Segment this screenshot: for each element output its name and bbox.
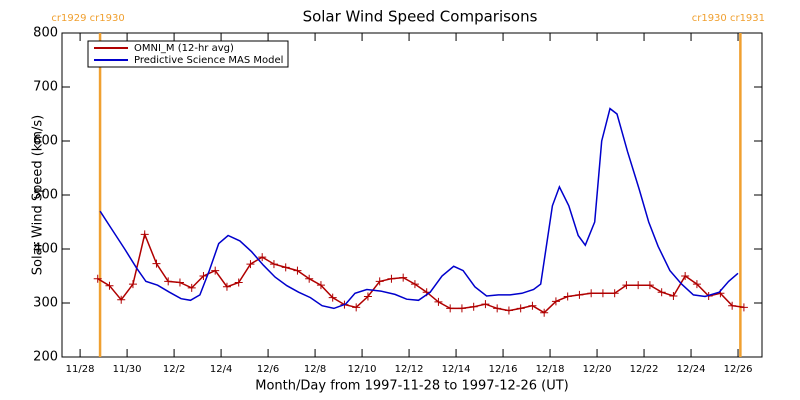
point-marker [575, 290, 584, 299]
legend-label: Predictive Science MAS Model [134, 55, 283, 66]
point-marker [222, 282, 231, 291]
y-axis-label: Solar Wind Speed (km/s) [31, 115, 46, 275]
y-tick-label: 200 [33, 350, 58, 365]
x-tick-label: 12/26 [724, 364, 753, 375]
legend-label: OMNI_M (12-hr avg) [134, 43, 234, 54]
x-tick-label: 12/18 [536, 364, 565, 375]
legend-box [87, 40, 289, 68]
point-marker [187, 283, 196, 292]
point-marker [316, 281, 325, 290]
plot-frame [61, 32, 763, 358]
x-tick-label: 12/14 [442, 364, 471, 375]
point-marker [281, 263, 290, 272]
series-line [97, 231, 745, 314]
x-tick-label: 12/24 [677, 364, 706, 375]
x-tick-label: 12/6 [257, 364, 279, 375]
point-marker [610, 289, 619, 298]
point-marker [516, 304, 525, 313]
point-marker [728, 301, 737, 310]
point-marker [563, 292, 572, 301]
x-tick-label: 12/10 [348, 364, 377, 375]
x-axis-label: Month/Day from 1997-11-28 to 1997-12-26 … [255, 379, 568, 394]
x-tick-label: 12/22 [630, 364, 659, 375]
point-marker [669, 291, 678, 300]
x-tick-label: 12/16 [489, 364, 518, 375]
point-marker [117, 295, 126, 304]
point-marker [328, 293, 337, 302]
x-tick-label: 12/4 [210, 364, 232, 375]
y-tick-label: 800 [33, 26, 58, 41]
point-marker [399, 273, 408, 282]
carrington-label: cr1929 cr1930 [51, 13, 124, 24]
y-tick-label: 500 [33, 188, 58, 203]
carrington-label: cr1930 cr1931 [692, 13, 765, 24]
point-marker [246, 260, 255, 269]
point-marker [434, 297, 443, 306]
point-marker [493, 304, 502, 313]
point-marker [352, 303, 361, 312]
point-marker [375, 277, 384, 286]
point-marker [93, 274, 102, 283]
point-marker [598, 289, 607, 298]
y-tick-label: 700 [33, 80, 58, 95]
x-tick-label: 12/12 [395, 364, 424, 375]
point-marker [469, 302, 478, 311]
point-marker [645, 281, 654, 290]
point-marker [657, 288, 666, 297]
point-marker [105, 281, 114, 290]
point-marker [551, 297, 560, 306]
point-marker [481, 300, 490, 309]
point-marker [587, 289, 596, 298]
point-marker [540, 308, 549, 317]
point-marker [504, 306, 513, 315]
point-marker [269, 260, 278, 269]
point-marker [293, 266, 302, 275]
series-line [99, 107, 739, 310]
y-tick-label: 300 [33, 296, 58, 311]
point-marker [446, 304, 455, 313]
point-marker [164, 277, 173, 286]
y-tick-label: 400 [33, 242, 58, 257]
x-tick-label: 12/20 [583, 364, 612, 375]
chart-title: Solar Wind Speed Comparisons [303, 8, 538, 26]
x-tick-label: 11/28 [66, 364, 95, 375]
point-marker [175, 278, 184, 287]
point-marker [410, 280, 419, 289]
point-marker [140, 230, 149, 239]
point-marker [739, 303, 748, 312]
x-tick-label: 11/30 [113, 364, 142, 375]
x-tick-label: 12/8 [304, 364, 326, 375]
point-marker [634, 281, 643, 290]
x-tick-label: 12/2 [163, 364, 185, 375]
point-marker [211, 266, 220, 275]
point-marker [258, 253, 267, 262]
point-marker [363, 292, 372, 301]
point-marker [528, 301, 537, 310]
point-marker [681, 272, 690, 280]
point-marker [692, 280, 701, 289]
point-marker [199, 272, 208, 280]
point-marker [622, 281, 631, 290]
point-marker [305, 274, 314, 283]
y-tick-label: 600 [33, 134, 58, 149]
point-marker [128, 280, 137, 289]
point-marker [234, 278, 243, 287]
point-marker [457, 304, 466, 313]
point-marker [387, 274, 396, 283]
point-marker [152, 259, 161, 268]
